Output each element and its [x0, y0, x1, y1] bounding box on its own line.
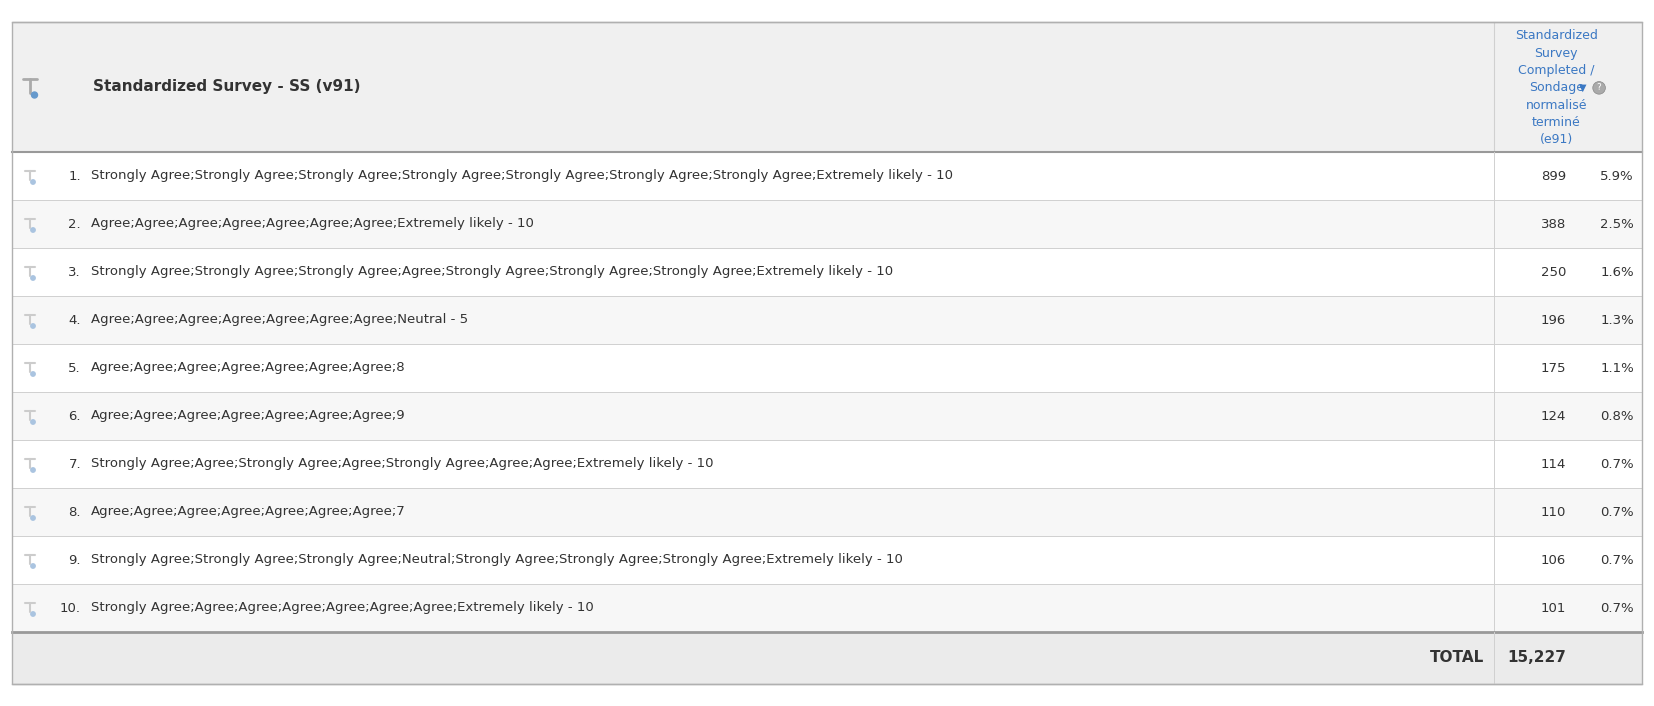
Text: 114: 114: [1540, 457, 1566, 470]
Text: 15,227: 15,227: [1507, 650, 1566, 666]
Text: Strongly Agree;Strongly Agree;Strongly Agree;Neutral;Strongly Agree;Strongly Agr: Strongly Agree;Strongly Agree;Strongly A…: [91, 554, 903, 566]
Text: 106: 106: [1542, 554, 1566, 566]
Text: terminé: terminé: [1532, 116, 1581, 129]
Text: Agree;Agree;Agree;Agree;Agree;Agree;Agree;7: Agree;Agree;Agree;Agree;Agree;Agree;Agre…: [91, 505, 405, 518]
Circle shape: [31, 228, 35, 232]
Text: 1.: 1.: [68, 169, 81, 182]
Bar: [12, 488, 1642, 536]
Circle shape: [31, 180, 35, 184]
Bar: [12, 248, 1642, 296]
Text: Strongly Agree;Strongly Agree;Strongly Agree;Agree;Strongly Agree;Strongly Agree: Strongly Agree;Strongly Agree;Strongly A…: [91, 265, 893, 278]
Circle shape: [31, 564, 35, 568]
Circle shape: [31, 516, 35, 520]
Text: Agree;Agree;Agree;Agree;Agree;Agree;Agree;Neutral - 5: Agree;Agree;Agree;Agree;Agree;Agree;Agre…: [91, 313, 468, 326]
Text: 5.: 5.: [68, 361, 81, 374]
Text: 0.7%: 0.7%: [1601, 457, 1634, 470]
Circle shape: [31, 324, 35, 328]
Circle shape: [31, 468, 35, 472]
Text: 5.9%: 5.9%: [1601, 169, 1634, 182]
Text: 1.6%: 1.6%: [1601, 265, 1634, 278]
Text: Standardized: Standardized: [1515, 30, 1598, 42]
Text: Agree;Agree;Agree;Agree;Agree;Agree;Agree;9: Agree;Agree;Agree;Agree;Agree;Agree;Agre…: [91, 409, 405, 422]
Text: 1.1%: 1.1%: [1601, 361, 1634, 374]
Bar: [12, 22, 1642, 152]
Text: 0.7%: 0.7%: [1601, 505, 1634, 518]
Circle shape: [31, 92, 38, 98]
Bar: [12, 440, 1642, 488]
Text: 7.: 7.: [68, 457, 81, 470]
Text: 124: 124: [1540, 409, 1566, 422]
Text: Agree;Agree;Agree;Agree;Agree;Agree;Agree;Extremely likely - 10: Agree;Agree;Agree;Agree;Agree;Agree;Agre…: [91, 217, 534, 230]
Text: Sondage: Sondage: [1528, 81, 1583, 95]
Bar: [12, 344, 1642, 392]
Text: TOTAL: TOTAL: [1429, 650, 1484, 666]
Circle shape: [31, 612, 35, 616]
Circle shape: [31, 420, 35, 424]
Text: 2.: 2.: [68, 217, 81, 230]
Text: 0.8%: 0.8%: [1601, 409, 1634, 422]
Text: 0.7%: 0.7%: [1601, 602, 1634, 614]
Circle shape: [31, 372, 35, 376]
Text: 9.: 9.: [68, 554, 81, 566]
Text: ▼: ▼: [1580, 83, 1586, 93]
Text: 196: 196: [1542, 313, 1566, 326]
Text: 4.: 4.: [68, 313, 81, 326]
Text: 175: 175: [1540, 361, 1566, 374]
Text: Strongly Agree;Agree;Strongly Agree;Agree;Strongly Agree;Agree;Agree;Extremely l: Strongly Agree;Agree;Strongly Agree;Agre…: [91, 457, 713, 470]
Text: Completed /: Completed /: [1518, 64, 1594, 77]
Text: 110: 110: [1540, 505, 1566, 518]
Bar: [12, 296, 1642, 344]
Bar: [12, 632, 1642, 684]
Text: 6.: 6.: [68, 409, 81, 422]
Circle shape: [31, 276, 35, 280]
Text: 250: 250: [1540, 265, 1566, 278]
Text: ?: ?: [1596, 83, 1601, 92]
Text: normalisé: normalisé: [1525, 99, 1586, 112]
Text: 3.: 3.: [68, 265, 81, 278]
Text: 0.7%: 0.7%: [1601, 554, 1634, 566]
Text: 8.: 8.: [68, 505, 81, 518]
Bar: [12, 152, 1642, 200]
Text: Survey: Survey: [1535, 47, 1578, 60]
Text: Strongly Agree;Strongly Agree;Strongly Agree;Strongly Agree;Strongly Agree;Stron: Strongly Agree;Strongly Agree;Strongly A…: [91, 169, 953, 182]
Text: 899: 899: [1542, 169, 1566, 182]
Text: 2.5%: 2.5%: [1601, 217, 1634, 230]
Bar: [12, 584, 1642, 632]
Text: 10.: 10.: [60, 602, 81, 614]
Bar: [12, 200, 1642, 248]
Text: 1.3%: 1.3%: [1601, 313, 1634, 326]
Text: Standardized Survey - SS (v91): Standardized Survey - SS (v91): [93, 80, 361, 95]
Bar: [12, 536, 1642, 584]
Text: Strongly Agree;Agree;Agree;Agree;Agree;Agree;Agree;Extremely likely - 10: Strongly Agree;Agree;Agree;Agree;Agree;A…: [91, 602, 594, 614]
Text: (e91): (e91): [1540, 133, 1573, 146]
Text: 101: 101: [1540, 602, 1566, 614]
Text: 388: 388: [1542, 217, 1566, 230]
Text: Agree;Agree;Agree;Agree;Agree;Agree;Agree;8: Agree;Agree;Agree;Agree;Agree;Agree;Agre…: [91, 361, 405, 374]
Bar: [12, 392, 1642, 440]
